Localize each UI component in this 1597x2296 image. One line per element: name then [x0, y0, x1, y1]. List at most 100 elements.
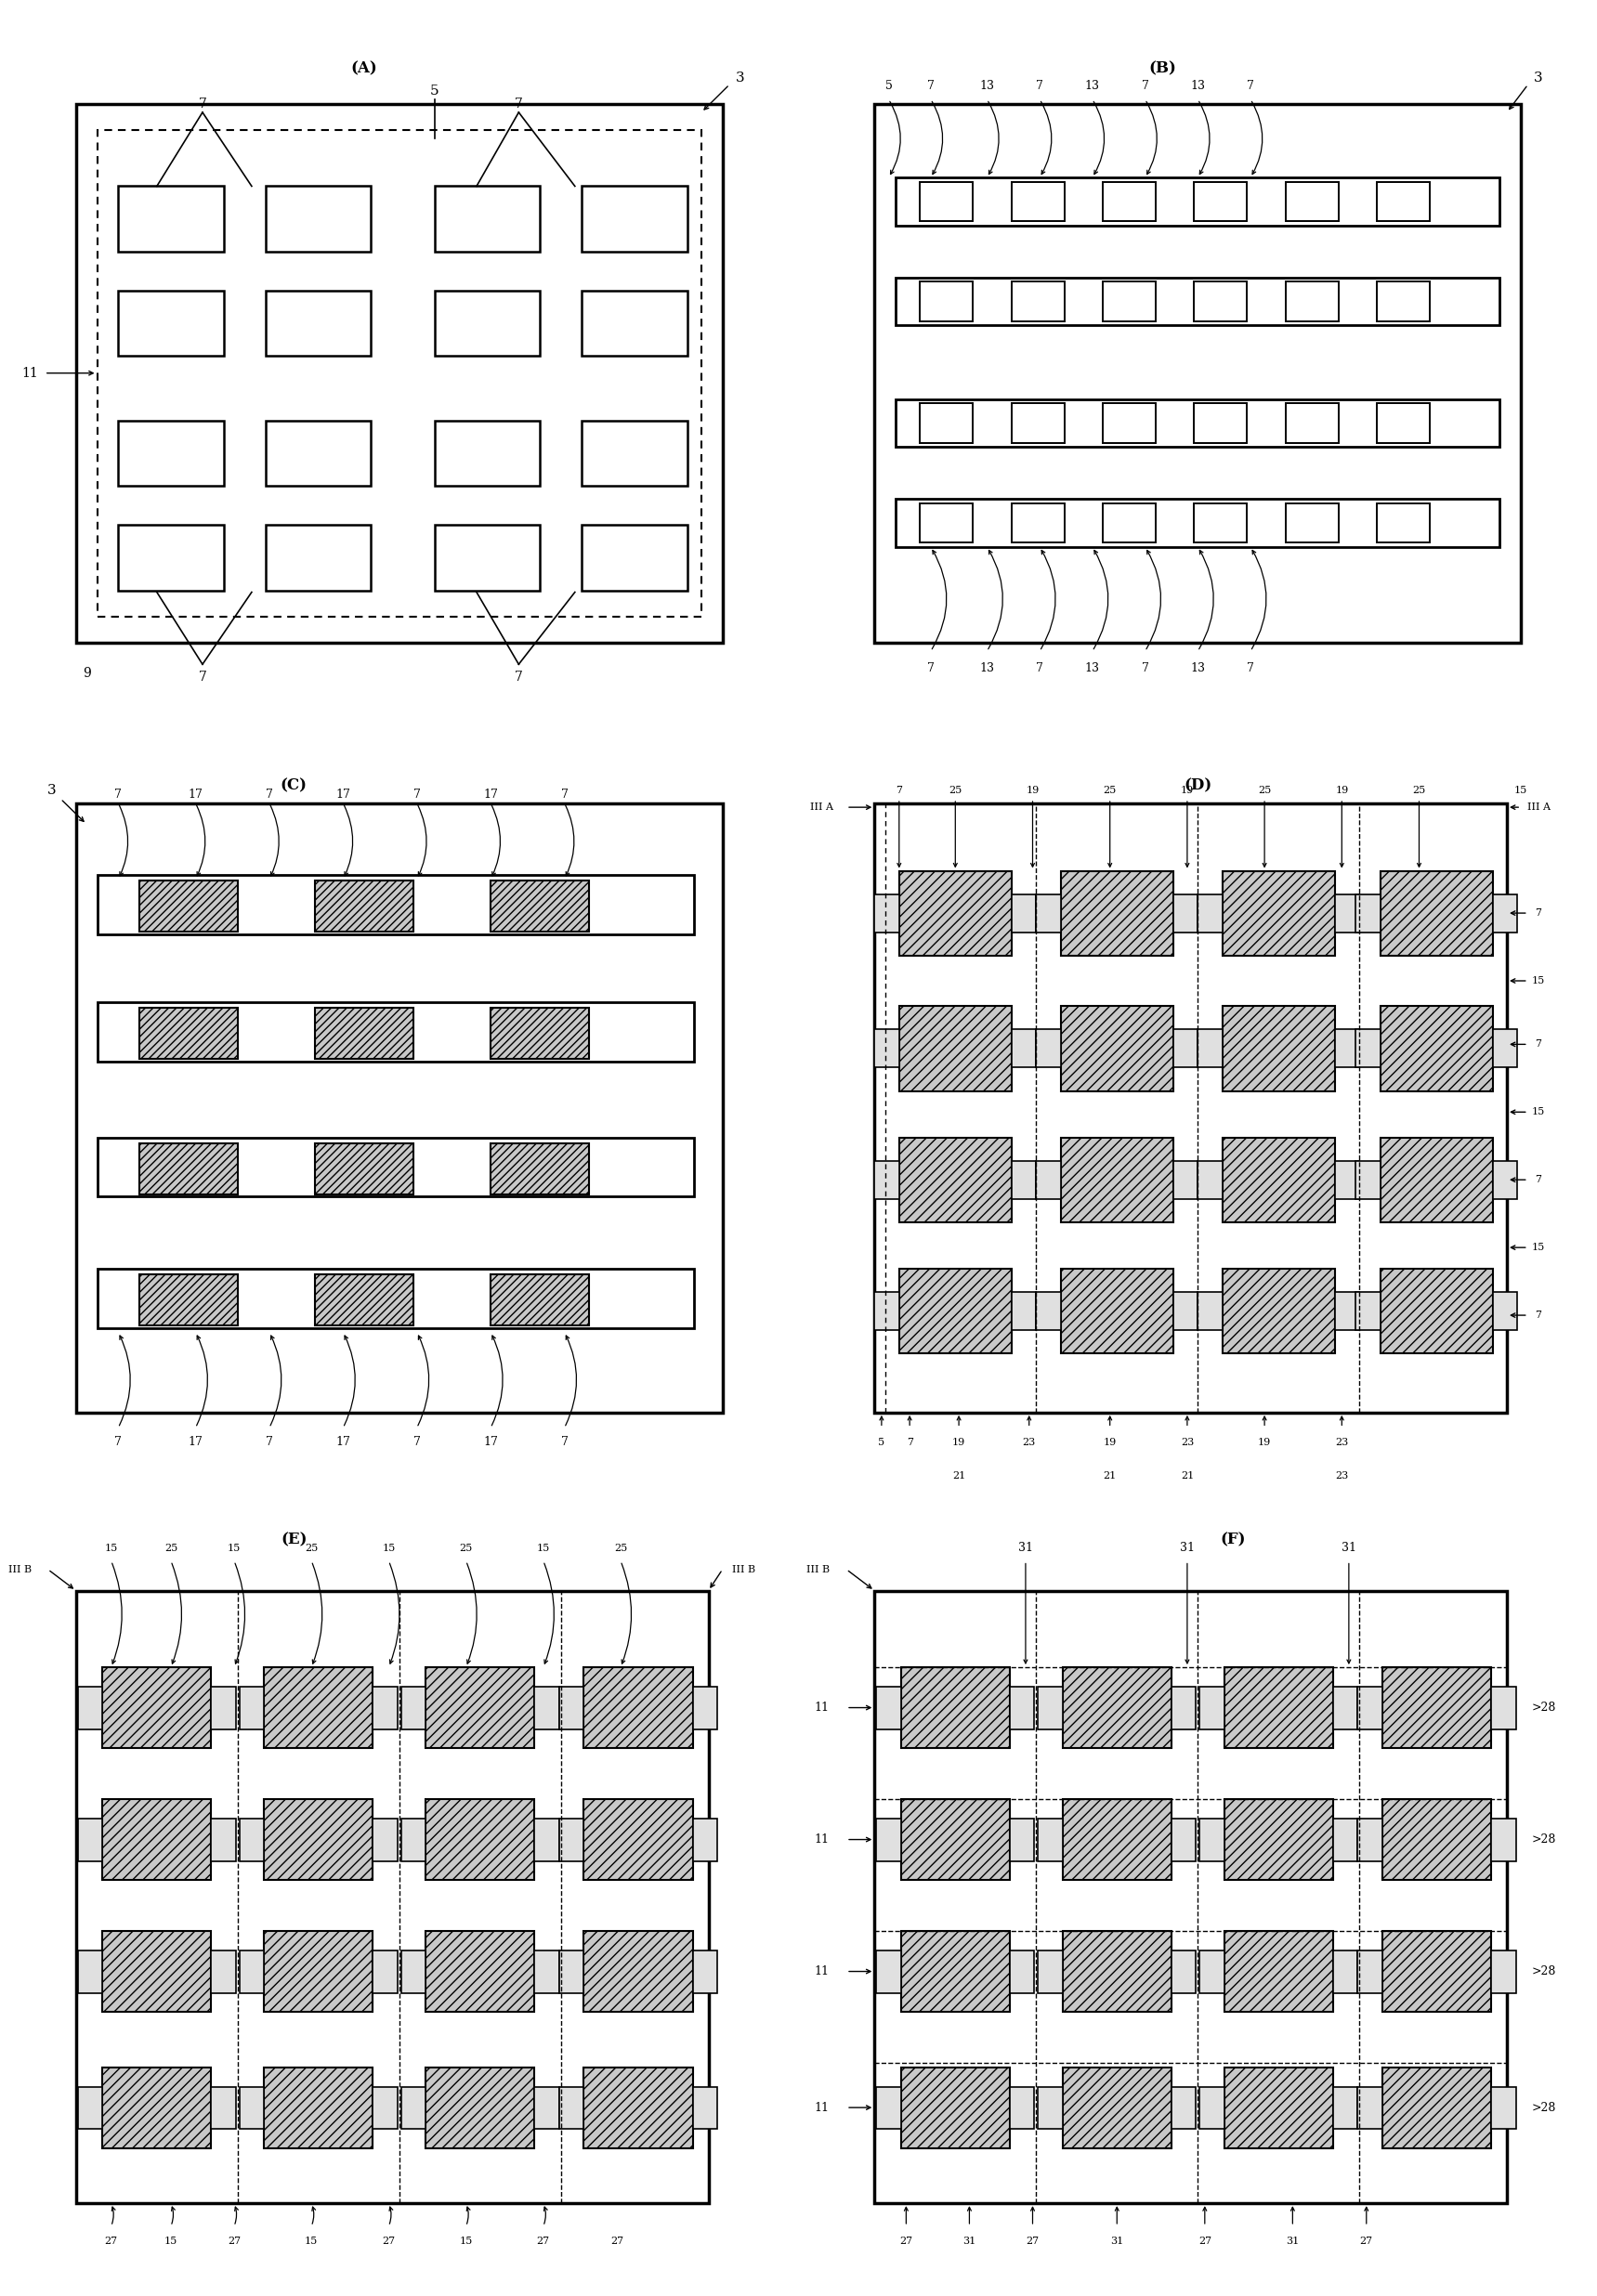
- Bar: [1172, 1688, 1196, 1729]
- Text: 27: 27: [382, 2236, 396, 2245]
- Bar: [97, 1001, 695, 1061]
- Text: 31: 31: [1110, 2236, 1124, 2245]
- Text: 15: 15: [382, 1543, 396, 1552]
- Bar: [1335, 1029, 1359, 1068]
- Bar: [1222, 1270, 1335, 1352]
- Bar: [1492, 1818, 1516, 1862]
- Bar: [490, 882, 589, 932]
- Bar: [1062, 2066, 1172, 2149]
- Text: >28: >28: [1532, 1701, 1555, 1713]
- Bar: [1174, 893, 1198, 932]
- Bar: [877, 1952, 901, 1993]
- Bar: [97, 1270, 695, 1327]
- Bar: [372, 1952, 398, 1993]
- Bar: [78, 1952, 102, 1993]
- Bar: [1036, 1029, 1060, 1068]
- Bar: [1286, 282, 1338, 321]
- Text: 25: 25: [460, 1543, 473, 1552]
- Text: 31: 31: [1341, 1543, 1356, 1554]
- Bar: [1493, 1293, 1517, 1329]
- Bar: [920, 503, 973, 542]
- Bar: [1286, 181, 1338, 220]
- Bar: [102, 1931, 211, 2011]
- Bar: [1104, 503, 1156, 542]
- Bar: [875, 893, 899, 932]
- Bar: [1222, 1137, 1335, 1221]
- Bar: [581, 186, 687, 250]
- Bar: [315, 882, 414, 932]
- Bar: [102, 2066, 211, 2149]
- Text: 25: 25: [1412, 785, 1426, 794]
- Bar: [559, 1688, 585, 1729]
- Text: III B: III B: [806, 1566, 830, 1575]
- Bar: [1195, 503, 1247, 542]
- Bar: [315, 1008, 414, 1058]
- Bar: [1011, 282, 1064, 321]
- Bar: [535, 1688, 559, 1729]
- Text: 25: 25: [305, 1543, 318, 1552]
- Bar: [693, 1818, 717, 1862]
- Bar: [1011, 404, 1064, 443]
- Bar: [211, 1688, 236, 1729]
- Text: 9: 9: [83, 666, 91, 680]
- Bar: [97, 129, 701, 615]
- Text: 17: 17: [188, 1437, 203, 1449]
- Text: 27: 27: [1025, 2236, 1040, 2245]
- Bar: [559, 1818, 585, 1862]
- Bar: [118, 292, 224, 356]
- Text: 13: 13: [1084, 664, 1100, 675]
- Bar: [78, 1688, 102, 1729]
- Text: 19: 19: [952, 1437, 966, 1446]
- Text: 13: 13: [1190, 80, 1206, 92]
- Bar: [1333, 1952, 1357, 1993]
- Bar: [1104, 404, 1156, 443]
- Bar: [1286, 503, 1338, 542]
- Bar: [1380, 1006, 1493, 1091]
- Bar: [97, 875, 695, 934]
- Bar: [1172, 2087, 1196, 2128]
- Bar: [1493, 893, 1517, 932]
- Text: 27: 27: [610, 2236, 624, 2245]
- Bar: [118, 526, 224, 590]
- Bar: [139, 1143, 238, 1194]
- Bar: [1356, 1029, 1380, 1068]
- Bar: [875, 103, 1520, 643]
- Bar: [77, 103, 722, 643]
- Text: 11: 11: [22, 367, 38, 379]
- Bar: [1036, 1162, 1060, 1199]
- Bar: [434, 292, 540, 356]
- Bar: [401, 2087, 425, 2128]
- Text: 25: 25: [1104, 785, 1116, 794]
- Bar: [896, 278, 1500, 326]
- Bar: [1038, 2087, 1062, 2128]
- Bar: [315, 1143, 414, 1194]
- Bar: [265, 186, 371, 250]
- Bar: [401, 1688, 425, 1729]
- Text: 7: 7: [907, 1437, 913, 1446]
- Bar: [1009, 2087, 1035, 2128]
- Text: (A): (A): [351, 62, 377, 76]
- Bar: [901, 1667, 1009, 1747]
- Bar: [1060, 1270, 1174, 1352]
- Bar: [425, 1931, 535, 2011]
- Bar: [1333, 2087, 1357, 2128]
- Text: 19: 19: [1025, 785, 1040, 794]
- Bar: [1225, 1667, 1333, 1747]
- Text: 23: 23: [1022, 1437, 1036, 1446]
- Bar: [875, 1591, 1508, 2204]
- Text: 15: 15: [1514, 785, 1528, 794]
- Bar: [899, 1270, 1011, 1352]
- Text: 31: 31: [1019, 1543, 1033, 1554]
- Text: 13: 13: [979, 80, 995, 92]
- Bar: [1381, 1800, 1492, 1880]
- Bar: [1195, 282, 1247, 321]
- Bar: [1493, 1029, 1517, 1068]
- Bar: [1377, 503, 1429, 542]
- Text: 5: 5: [878, 1437, 885, 1446]
- Text: 19: 19: [1335, 785, 1348, 794]
- Bar: [1060, 1137, 1174, 1221]
- Text: 15: 15: [1532, 1107, 1546, 1116]
- Text: 25: 25: [613, 1543, 628, 1552]
- Text: III B: III B: [731, 1566, 755, 1575]
- Bar: [901, 2066, 1009, 2149]
